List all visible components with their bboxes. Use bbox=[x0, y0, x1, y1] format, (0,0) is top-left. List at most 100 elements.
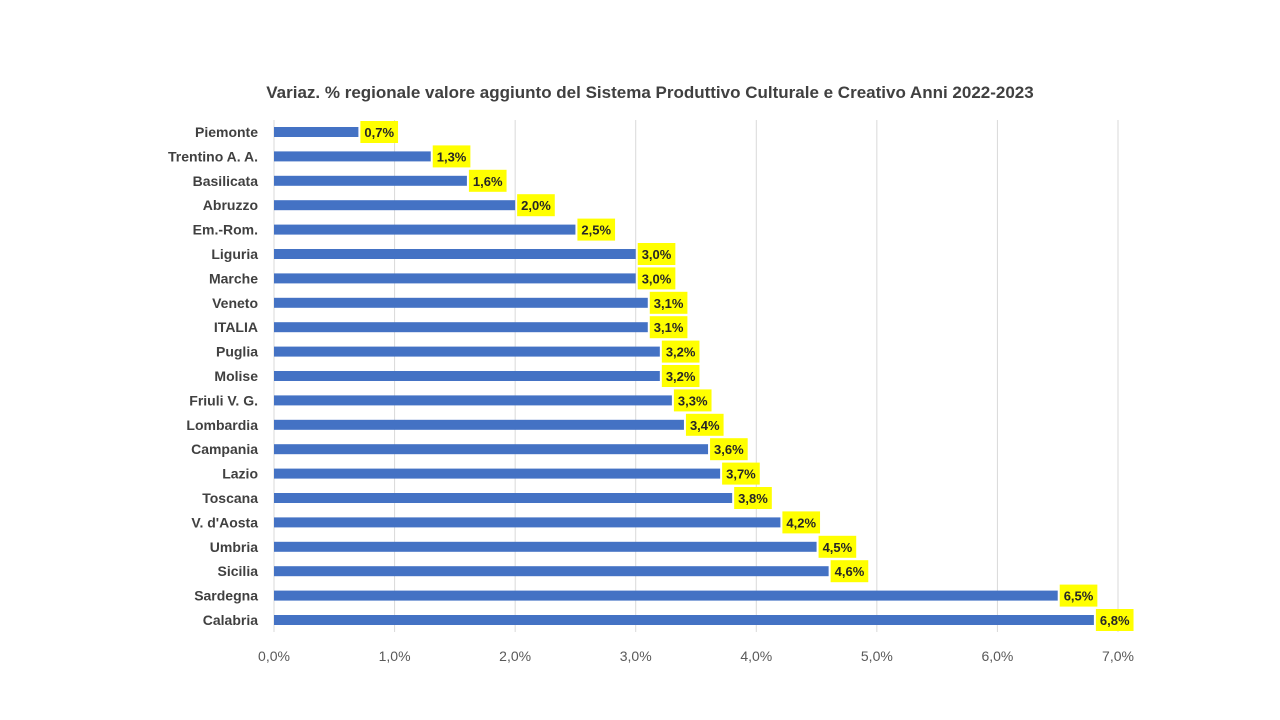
chart-title: Variaz. % regionale valore aggiunto del … bbox=[266, 83, 1033, 102]
bar bbox=[274, 151, 431, 162]
bar bbox=[274, 419, 684, 430]
data-label-background bbox=[830, 560, 869, 583]
category-label: Trentino A. A. bbox=[168, 148, 258, 164]
data-label: 3,8% bbox=[734, 487, 772, 509]
bar bbox=[274, 273, 636, 284]
data-label-background bbox=[1059, 584, 1098, 607]
bar bbox=[274, 224, 576, 235]
bar bbox=[274, 249, 636, 259]
category-label: Abruzzo bbox=[203, 197, 258, 213]
data-label-text: 2,5% bbox=[581, 223, 611, 238]
data-label: 3,1% bbox=[649, 291, 688, 314]
data-label: 4,2% bbox=[782, 511, 821, 534]
bar bbox=[274, 468, 721, 479]
data-label: 1,3% bbox=[432, 145, 471, 168]
data-label-text: 0,7% bbox=[364, 125, 394, 140]
data-label: 4,5% bbox=[818, 535, 857, 558]
data-label: 2,0% bbox=[517, 194, 555, 217]
category-label: ITALIA bbox=[214, 319, 258, 335]
category-label: Liguria bbox=[211, 246, 258, 262]
category-label: Umbria bbox=[210, 539, 258, 555]
data-label: 3,6% bbox=[710, 438, 748, 461]
x-tick-label: 7,0% bbox=[1102, 648, 1134, 664]
category-label: Basilicata bbox=[193, 173, 259, 189]
category-label: Friuli V. G. bbox=[189, 392, 258, 408]
data-label-background bbox=[637, 267, 676, 290]
data-label-background bbox=[468, 169, 507, 192]
data-label: 2,5% bbox=[577, 218, 616, 241]
bar bbox=[274, 200, 516, 211]
data-label: 3,0% bbox=[637, 243, 676, 265]
data-label: 3,4% bbox=[685, 413, 724, 436]
data-label: 3,7% bbox=[722, 462, 760, 485]
x-tick-label: 2,0% bbox=[499, 648, 531, 664]
x-tick-label: 5,0% bbox=[861, 648, 893, 664]
data-labels: 0,7% 1,3% 1,6% 2,0% 2,5% 3,0% 3,0% 3,1% 3,1% 3,2%… bbox=[360, 121, 1134, 631]
x-tick-label: 6,0% bbox=[981, 648, 1013, 664]
category-label: Em.-Rom. bbox=[193, 222, 258, 238]
bar bbox=[274, 395, 672, 406]
category-label: Toscana bbox=[202, 490, 258, 506]
data-label: 1,6% bbox=[468, 169, 507, 192]
data-label-text: 1,6% bbox=[473, 174, 503, 189]
data-label-background bbox=[685, 413, 724, 436]
data-label-text: 3,6% bbox=[714, 442, 744, 457]
data-label: 6,8% bbox=[1095, 609, 1134, 631]
data-label-background bbox=[673, 389, 712, 412]
data-label-text: 3,8% bbox=[738, 491, 768, 506]
data-label: 3,2% bbox=[661, 340, 700, 363]
x-tick-label: 0,0% bbox=[258, 648, 290, 664]
data-label: 3,2% bbox=[661, 365, 700, 387]
data-label-text: 3,0% bbox=[642, 247, 672, 262]
x-tick-label: 1,0% bbox=[379, 648, 411, 664]
bar bbox=[274, 322, 648, 333]
category-label: V. d'Aosta bbox=[191, 514, 258, 530]
data-label-background bbox=[1095, 609, 1134, 631]
bar bbox=[274, 517, 781, 528]
category-labels: Piemonte Trentino A. A. Basilicata Abruzzo E… bbox=[168, 124, 258, 628]
data-label-background bbox=[637, 243, 676, 265]
data-label-background bbox=[517, 194, 555, 217]
data-label-text: 3,0% bbox=[642, 271, 672, 286]
bar bbox=[274, 493, 733, 503]
data-label: 0,7% bbox=[360, 121, 399, 143]
data-label-background bbox=[432, 145, 471, 168]
data-label-text: 3,1% bbox=[654, 296, 684, 311]
bar bbox=[274, 566, 829, 577]
category-label: Piemonte bbox=[195, 124, 258, 140]
bar bbox=[274, 175, 467, 186]
data-label-text: 3,3% bbox=[678, 393, 708, 408]
category-label: Sicilia bbox=[218, 563, 259, 579]
data-label-text: 2,0% bbox=[521, 198, 551, 213]
data-label-text: 6,8% bbox=[1100, 613, 1130, 628]
data-label-background bbox=[360, 121, 399, 143]
data-label-text: 3,2% bbox=[666, 369, 696, 384]
data-label-text: 4,6% bbox=[835, 564, 865, 579]
data-label-background bbox=[722, 462, 760, 485]
data-label-background bbox=[661, 340, 700, 363]
data-label: 3,1% bbox=[649, 316, 688, 339]
data-label: 4,6% bbox=[830, 560, 869, 583]
category-label: Marche bbox=[209, 270, 258, 286]
category-label: Lombardia bbox=[186, 417, 258, 433]
data-label-background bbox=[710, 438, 748, 461]
data-label-text: 3,4% bbox=[690, 418, 720, 433]
data-label-background bbox=[649, 291, 688, 314]
bar bbox=[274, 590, 1058, 601]
data-label-background bbox=[649, 316, 688, 339]
bar bbox=[274, 444, 709, 455]
category-label: Lazio bbox=[222, 466, 258, 482]
data-label-text: 3,7% bbox=[726, 467, 756, 482]
data-label: 3,0% bbox=[637, 267, 676, 290]
x-tick-label: 4,0% bbox=[740, 648, 772, 664]
category-label: Veneto bbox=[212, 295, 258, 311]
data-label-text: 3,1% bbox=[654, 320, 684, 335]
bar bbox=[274, 615, 1094, 625]
category-label: Calabria bbox=[203, 612, 258, 628]
bar bbox=[274, 297, 648, 308]
category-label: Campania bbox=[191, 441, 258, 457]
x-axis-tick-labels: 0,0% 1,0% 2,0% 3,0% 4,0% 5,0% 6,0% 7,0% bbox=[258, 648, 1134, 664]
category-label: Puglia bbox=[216, 344, 258, 360]
